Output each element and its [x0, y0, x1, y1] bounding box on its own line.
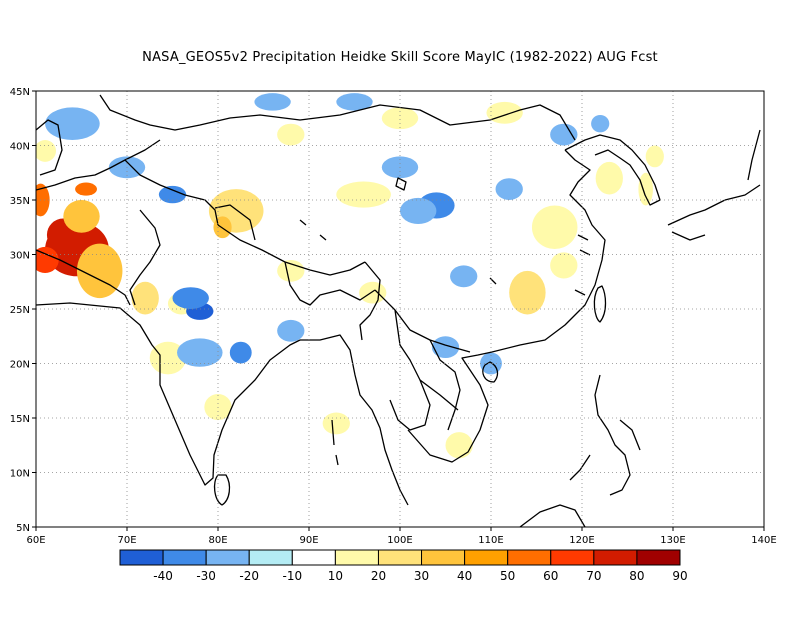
lat-tick-label: 45N [10, 87, 30, 98]
colorbar-swatch [291, 549, 336, 566]
lat-tick-label: 15N [10, 414, 30, 425]
skill-patch [154, 227, 191, 260]
colorbar-swatch [507, 549, 552, 566]
lon-tick-label: 130E [660, 535, 685, 546]
skill-patch [486, 101, 523, 124]
skill-patch [158, 185, 187, 204]
colorbar-label: 70 [586, 569, 601, 583]
lon-tick-label: 90E [299, 535, 318, 546]
colorbar-swatch [421, 549, 466, 566]
skill-patch [550, 123, 578, 146]
skill-patch [645, 145, 664, 168]
skill-patch [495, 178, 523, 201]
skill-patch [509, 270, 546, 315]
skill-patch [359, 281, 387, 304]
skill-patch [213, 216, 232, 239]
colorbar-swatch [334, 549, 379, 566]
lat-tick-label: 20N [10, 360, 30, 371]
colorbar-swatch [377, 549, 423, 566]
skill-patch [638, 172, 653, 206]
skill-patch [76, 243, 123, 299]
colorbar-label: 10 [328, 569, 343, 583]
skill-patch [277, 123, 305, 146]
lon-tick-label: 80E [208, 535, 227, 546]
axis-ticks: 60E 70E 80E 90E 100E 110E 120E 130E 140E 5N 10N 15N… [10, 87, 777, 546]
lon-tick-label: 100E [387, 535, 412, 546]
skill-patch [591, 114, 610, 133]
lon-tick-label: 70E [117, 535, 136, 546]
colorbar-swatch [162, 549, 207, 566]
colorbar-swatch [636, 549, 681, 566]
colorbar-label: -40 [153, 569, 173, 583]
skill-patch [177, 338, 223, 367]
colorbar-label: -20 [239, 569, 259, 583]
skill-patch [468, 172, 496, 195]
skill-patch [63, 200, 100, 233]
lat-tick-label: 5N [16, 523, 30, 534]
skill-patch [36, 140, 57, 162]
skill-patch [595, 161, 623, 195]
skill-patch [336, 181, 391, 208]
lat-tick-label: 30N [10, 251, 30, 262]
lat-tick-label: 25N [10, 305, 30, 316]
colorbar-label: 40 [457, 569, 472, 583]
skill-patch [229, 341, 252, 364]
skill-patch [131, 281, 159, 315]
colorbar-swatch [248, 549, 293, 566]
colorbar-label: 50 [500, 569, 515, 583]
skill-patch [336, 93, 373, 111]
lat-tick-label: 35N [10, 196, 30, 207]
skill-patch [431, 336, 460, 359]
lon-tick-label: 60E [26, 535, 45, 546]
colorbar-swatch [550, 549, 595, 566]
skill-patch [322, 412, 350, 435]
colorbar-swatch [464, 549, 509, 566]
colorbar-swatch [593, 549, 638, 566]
skill-patch [531, 205, 578, 250]
colorbar-label: -10 [283, 569, 303, 583]
colorbar: -40 -30 -20 -10 10 20 30 40 50 60 70 80 90 [119, 549, 688, 583]
skill-patch [450, 265, 478, 288]
skill-patch [277, 319, 305, 342]
skill-patch [45, 107, 100, 141]
coastlines-and-borders [36, 94, 761, 527]
skill-patch [258, 287, 287, 309]
colorbar-swatch [119, 549, 164, 566]
lat-tick-label: 40N [10, 142, 30, 153]
lon-tick-label: 140E [751, 535, 776, 546]
skill-patch [172, 287, 209, 309]
skill-patch [254, 93, 291, 111]
colorbar-label: 80 [629, 569, 644, 583]
colorbar-label: 60 [543, 569, 558, 583]
lon-tick-label: 120E [569, 535, 594, 546]
colorbar-label: -30 [196, 569, 216, 583]
lat-tick-label: 10N [10, 469, 30, 480]
colorbar-label: 90 [672, 569, 687, 583]
skill-patch [400, 197, 437, 224]
skill-patch [445, 432, 473, 459]
skill-patch [550, 252, 578, 279]
colorbar-label: 30 [414, 569, 429, 583]
skill-patch [381, 107, 419, 130]
colorbar-label: 20 [371, 569, 386, 583]
map-title: NASA_GEOS5v2 Precipitation Heidke Skill … [142, 50, 658, 65]
lon-tick-label: 110E [478, 535, 503, 546]
skill-patch [36, 183, 50, 217]
colorbar-swatch [205, 549, 250, 566]
skill-patch [149, 341, 187, 375]
skill-patch [36, 246, 59, 274]
skill-patch [75, 182, 97, 196]
lat-lon-grid [36, 91, 764, 527]
